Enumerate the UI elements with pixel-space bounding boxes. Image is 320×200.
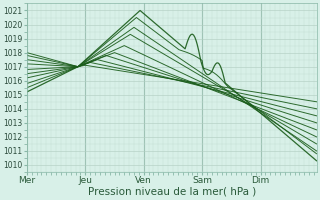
X-axis label: Pression niveau de la mer( hPa ): Pression niveau de la mer( hPa ) — [88, 187, 256, 197]
